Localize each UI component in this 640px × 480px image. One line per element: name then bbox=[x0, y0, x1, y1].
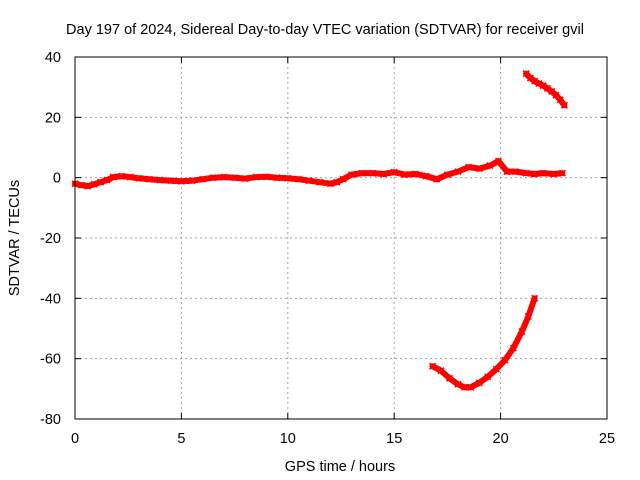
data-point bbox=[390, 168, 398, 176]
data-point bbox=[126, 173, 134, 181]
data-point bbox=[379, 170, 388, 178]
data-point bbox=[348, 171, 356, 179]
data-point bbox=[294, 175, 303, 183]
data-point bbox=[531, 294, 539, 302]
data-point bbox=[199, 175, 207, 183]
series-lower-arc bbox=[428, 294, 539, 391]
data-point bbox=[539, 82, 547, 90]
data-point bbox=[494, 157, 503, 165]
data-point bbox=[188, 177, 196, 185]
data-point bbox=[503, 168, 511, 176]
data-point bbox=[518, 327, 526, 336]
data-point bbox=[273, 174, 281, 182]
data-point bbox=[526, 74, 534, 82]
data-point bbox=[535, 79, 543, 88]
data-point bbox=[543, 84, 551, 92]
data-point bbox=[484, 373, 492, 381]
data-point bbox=[231, 174, 239, 182]
data-point bbox=[454, 380, 462, 388]
data-point bbox=[339, 175, 347, 183]
data-point bbox=[475, 165, 483, 173]
data-point bbox=[467, 383, 475, 391]
data-point bbox=[326, 180, 334, 188]
series-main bbox=[71, 157, 566, 190]
data-point bbox=[145, 175, 154, 183]
data-point bbox=[135, 174, 143, 182]
x-tick-label: 0 bbox=[71, 431, 79, 447]
data-point bbox=[428, 362, 437, 370]
data-point bbox=[486, 162, 494, 170]
data-point bbox=[284, 174, 292, 182]
data-point bbox=[369, 169, 377, 177]
data-point bbox=[118, 172, 126, 180]
data-point bbox=[96, 178, 105, 186]
data-point bbox=[156, 176, 164, 184]
x-tick-label: 15 bbox=[386, 431, 402, 447]
y-tick-label: 0 bbox=[53, 171, 61, 187]
data-point bbox=[333, 178, 341, 186]
x-tick-label: 5 bbox=[177, 431, 185, 447]
data-point bbox=[492, 365, 500, 373]
data-point bbox=[501, 356, 509, 364]
data-point bbox=[556, 96, 564, 104]
data-point bbox=[539, 169, 547, 177]
y-tick-label: -20 bbox=[40, 231, 61, 247]
ticks: 0 5 10 15 20 25 -80 -60 -40 -20 0 20 40 bbox=[40, 50, 615, 447]
data-point bbox=[167, 177, 175, 185]
data-point bbox=[531, 170, 539, 178]
y-tick-label: -40 bbox=[40, 291, 61, 307]
y-tick-label: -80 bbox=[40, 412, 61, 428]
data-point bbox=[177, 177, 185, 185]
data-point bbox=[252, 173, 260, 181]
data-point bbox=[445, 374, 454, 382]
data-point bbox=[454, 168, 462, 176]
data-point bbox=[109, 173, 117, 181]
data-point bbox=[433, 175, 441, 183]
data-point bbox=[103, 176, 111, 184]
data-point bbox=[220, 173, 228, 181]
data-point bbox=[524, 312, 532, 320]
data-point bbox=[558, 169, 566, 177]
data-point bbox=[522, 169, 530, 177]
data-point bbox=[560, 101, 569, 109]
data-point bbox=[241, 175, 249, 183]
series-layer bbox=[71, 70, 569, 391]
data-point bbox=[531, 77, 539, 85]
data-point bbox=[443, 171, 451, 179]
data-point bbox=[401, 171, 409, 179]
data-point bbox=[262, 173, 271, 181]
x-axis-label: GPS time / hours bbox=[285, 459, 395, 475]
data-point bbox=[84, 182, 92, 190]
x-tick-label: 20 bbox=[493, 431, 509, 447]
y-tick-label: 40 bbox=[45, 50, 61, 66]
data-point bbox=[511, 168, 520, 176]
series-upper-arc bbox=[522, 70, 569, 109]
data-point bbox=[509, 344, 517, 352]
series-line-main bbox=[72, 158, 566, 190]
y-tick-label: 20 bbox=[45, 110, 61, 126]
data-point bbox=[475, 379, 483, 387]
chart-title: Day 197 of 2024, Sidereal Day-to-day VTE… bbox=[66, 22, 584, 38]
data-point bbox=[358, 169, 366, 177]
y-axis-label: SDTVAR / TECUs bbox=[7, 180, 23, 296]
data-point bbox=[316, 178, 324, 186]
data-point bbox=[465, 163, 473, 171]
x-tick-label: 25 bbox=[599, 431, 615, 447]
data-point bbox=[550, 170, 558, 178]
data-point bbox=[437, 367, 445, 375]
data-point bbox=[305, 177, 313, 185]
data-point bbox=[460, 383, 468, 391]
y-tick-label: -60 bbox=[40, 352, 61, 368]
data-point bbox=[90, 180, 98, 188]
data-point bbox=[209, 174, 217, 182]
data-point bbox=[411, 170, 420, 178]
data-point bbox=[422, 172, 430, 180]
x-tick-label: 10 bbox=[280, 431, 296, 447]
data-point bbox=[77, 181, 85, 189]
